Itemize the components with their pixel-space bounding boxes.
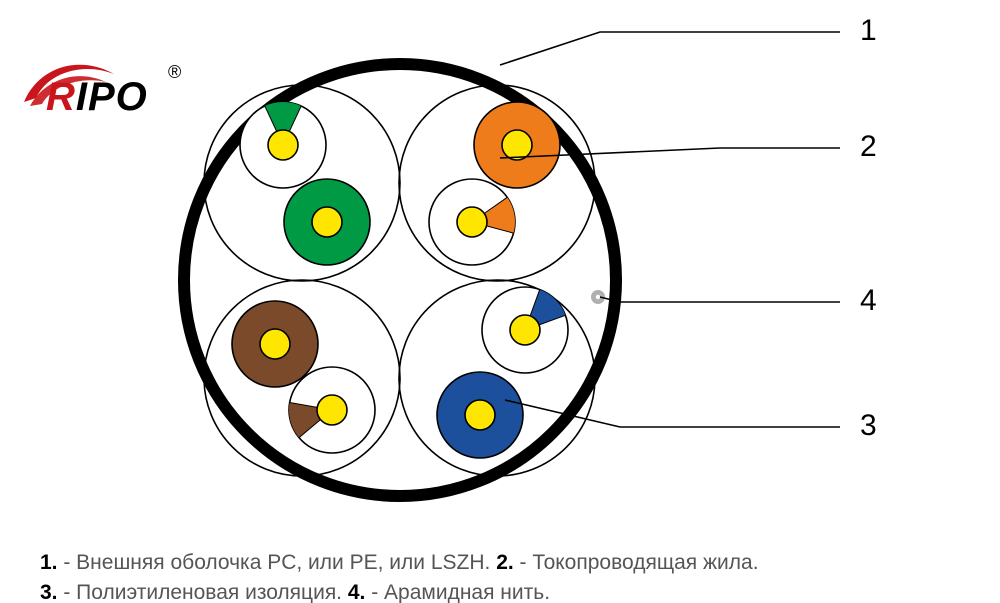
legend-text: - Полиэтиленовая изоляция. — [58, 581, 348, 603]
legend-num: 1. — [40, 551, 58, 574]
wire — [232, 301, 318, 387]
conductor — [457, 207, 487, 237]
wire — [437, 372, 523, 458]
conductor — [268, 130, 298, 160]
legend-text: - Токопроводящая жила. — [514, 551, 759, 574]
legend-text: - Внешняя оболочка PC, или PE, или LSZH. — [58, 551, 497, 574]
legend-num: 3. — [40, 581, 58, 603]
callout-leader — [600, 297, 840, 302]
legend-num: 4. — [348, 581, 366, 603]
wire — [429, 179, 515, 265]
callout-number: 1 — [860, 14, 877, 47]
wire — [240, 102, 326, 188]
conductor — [260, 329, 290, 359]
callout-number: 2 — [860, 130, 877, 163]
cable-cross-section-diagram: 1 2 4 3 — [0, 0, 1000, 603]
callout-leader — [500, 32, 840, 65]
wire — [482, 287, 568, 373]
legend: 1. - Внешняя оболочка PC, или PE, или LS… — [40, 548, 960, 603]
callout-number: 3 — [860, 409, 877, 442]
wire — [474, 102, 560, 188]
legend-text: - Арамидная нить. — [365, 581, 550, 603]
conductor — [317, 395, 347, 425]
conductor — [465, 400, 495, 430]
conductor — [502, 130, 532, 160]
callout-number: 4 — [860, 284, 877, 317]
conductor — [312, 207, 342, 237]
conductor — [510, 315, 540, 345]
wire — [284, 179, 370, 265]
wire — [289, 367, 375, 453]
legend-num: 2. — [496, 551, 514, 574]
